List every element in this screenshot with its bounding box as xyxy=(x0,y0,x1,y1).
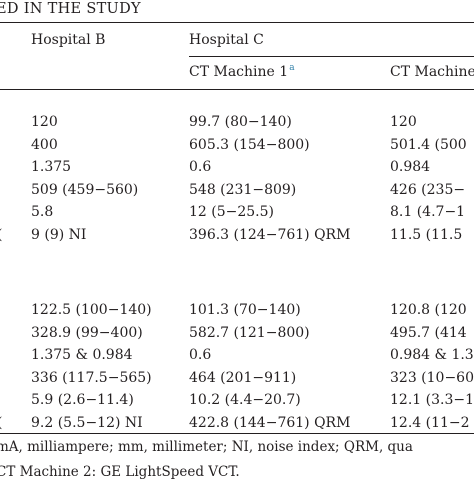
ct-machine-1-cell: 99.7 (80−140) xyxy=(189,114,292,130)
hospital-b-cell: 9.2 (5.5−12) NI xyxy=(31,415,143,431)
edge-mark-1: ( xyxy=(0,227,2,243)
ct-machine-1-cell: 0.6 xyxy=(189,159,212,176)
ct-machine-2-cell: 495.7 (414 xyxy=(390,324,467,341)
hospital-b-cell: 509 (459−560) xyxy=(31,181,139,198)
ct-machine-1-cell: 12 (5−25.5) xyxy=(189,204,274,221)
hospital-b-cell: 1.375 xyxy=(31,159,72,176)
ct-machine-1-cell: 101.3 (70−140) xyxy=(189,302,301,318)
hospital-b-cell: 120 xyxy=(31,114,58,130)
header-rule xyxy=(0,89,474,90)
ct-machine-2-cell: 11.5 (11.5 xyxy=(390,227,463,243)
ct-machine-2-cell: 8.1 (4.7−1 xyxy=(390,204,466,221)
ct-machine-2-cell: 12.4 (11−2 xyxy=(390,415,470,431)
hospital-b-cell: 5.8 xyxy=(31,204,54,221)
ct-machine-2-cell: 12.1 (3.3−1 xyxy=(390,392,474,409)
ct-machine-1-label: CT Machine 1 xyxy=(189,64,289,80)
bottom-rule xyxy=(0,433,474,434)
ct-machine-2-cell: 426 (235− xyxy=(390,181,466,198)
ct-machine-2-cell: 501.4 (500 xyxy=(390,136,467,153)
hospital-c-rule xyxy=(189,56,474,57)
ct-machine-1-cell: 605.3 (154−800) xyxy=(189,136,310,153)
hospital-b-cell: 400 xyxy=(31,136,58,153)
header-ct-machine-1: CT Machine 1a xyxy=(189,64,295,80)
ct-machine-2-cell: 0.984 & 1.3 xyxy=(390,347,474,364)
ct-machine-2-cell: 120 xyxy=(390,114,417,130)
header-hospital-c: Hospital C xyxy=(189,32,264,48)
ct-machine-2-cell: 120.8 (120 xyxy=(390,302,467,318)
footnote-marker-a[interactable]: a xyxy=(289,63,295,74)
ct-machine-2-cell: 0.984 xyxy=(390,159,431,176)
ct-machine-2-cell: 323 (10−60 xyxy=(390,369,474,386)
hospital-b-cell: 328.9 (99−400) xyxy=(31,324,143,341)
header-ct-machine-2: CT Machine xyxy=(390,64,474,80)
hospital-b-cell: 1.375 & 0.984 xyxy=(31,347,133,364)
top-rule xyxy=(0,22,474,23)
hospital-b-cell: 122.5 (100−140) xyxy=(31,302,152,318)
footnote-abbreviations: mA, milliampere; mm, millimeter; NI, noi… xyxy=(0,439,413,455)
ct-machine-1-cell: 422.8 (144−761) QRM xyxy=(189,415,351,431)
ct-machine-1-cell: 0.6 xyxy=(189,347,212,364)
ct-machine-1-cell: 548 (231−809) xyxy=(189,181,297,198)
ct-machine-1-cell: 396.3 (124−761) QRM xyxy=(189,227,351,243)
hospital-b-cell: 5.9 (2.6−11.4) xyxy=(31,392,134,409)
hospital-b-cell: 9 (9) NI xyxy=(31,227,87,243)
header-hospital-b: Hospital B xyxy=(31,32,106,48)
footnote-ct-machine-2: CT Machine 2: GE LightSpeed VCT. xyxy=(0,464,240,480)
ct-machine-1-cell: 464 (201−911) xyxy=(189,369,297,386)
ct-machine-1-cell: 10.2 (4.4−20.7) xyxy=(189,392,301,409)
edge-mark-2: ( xyxy=(0,415,2,431)
ct-machine-1-cell: 582.7 (121−800) xyxy=(189,324,310,341)
table-title: ED IN THE STUDY xyxy=(0,1,141,17)
hospital-b-cell: 336 (117.5−565) xyxy=(31,369,152,386)
